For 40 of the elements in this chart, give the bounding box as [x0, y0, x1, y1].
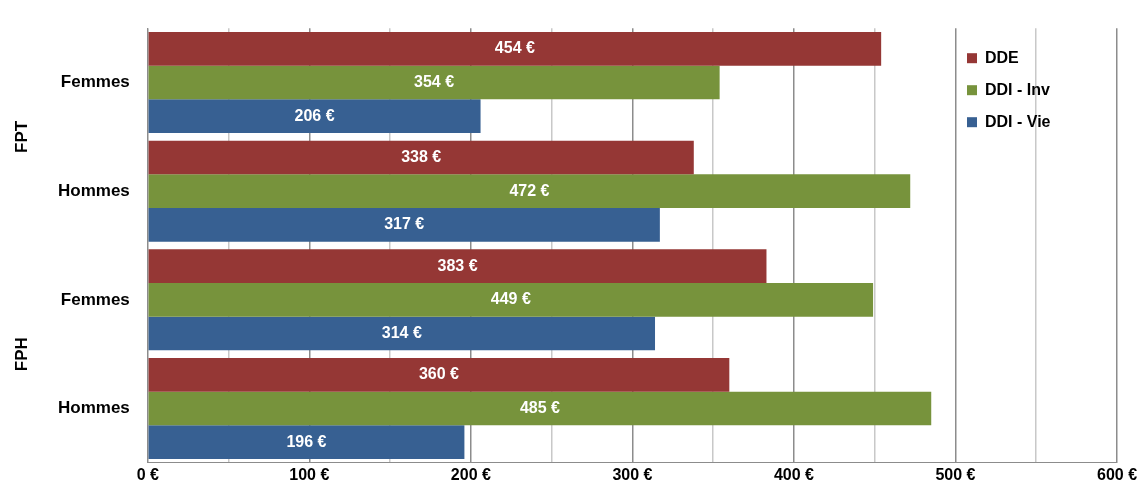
bar: [148, 282, 874, 317]
x-tick-label: 500 €: [935, 465, 976, 483]
y-tick-label: Hommes: [57, 398, 130, 418]
data-label: 314 €: [381, 323, 422, 341]
data-label: 338 €: [401, 147, 442, 165]
bar: [148, 32, 882, 66]
bar: [148, 391, 932, 426]
data-label: 485 €: [519, 398, 561, 416]
bar: [148, 425, 465, 459]
bar: [148, 140, 694, 175]
data-label: 454 €: [494, 39, 535, 57]
data-label: 472 €: [509, 181, 550, 199]
y-tick-label: Hommes: [57, 180, 130, 200]
bar: [148, 99, 481, 134]
data-label: 360 €: [418, 365, 460, 383]
text: FPH: [11, 337, 31, 372]
data-label: 449 €: [490, 290, 531, 308]
text: FPT: [11, 120, 31, 153]
legend-label: DDE: [985, 48, 1020, 66]
bar: [148, 174, 911, 209]
legend-label: DDI - Inv: [985, 80, 1050, 98]
y-tick-label: Femmes: [60, 289, 130, 309]
x-tick-label: 600 €: [1096, 465, 1138, 483]
data-label: 383 €: [437, 256, 478, 274]
x-tick-label: 200 €: [450, 465, 491, 483]
data-label: 206 €: [294, 106, 335, 124]
y-tick-label: Femmes: [60, 72, 130, 92]
data-label: 354 €: [414, 72, 455, 90]
data-label: 317 €: [384, 215, 425, 233]
bar: [148, 316, 656, 351]
bar: [148, 249, 767, 283]
x-tick-label: 0 €: [136, 465, 160, 483]
bar: [148, 357, 730, 392]
bar: [148, 65, 720, 100]
x-tick-label: 400 €: [773, 465, 815, 483]
legend-label: DDI - Vie: [985, 112, 1051, 130]
data-label: 196 €: [286, 432, 327, 450]
x-tick-label: 300 €: [612, 465, 653, 483]
x-tick-label: 100 €: [289, 465, 330, 483]
bar: [148, 208, 660, 242]
